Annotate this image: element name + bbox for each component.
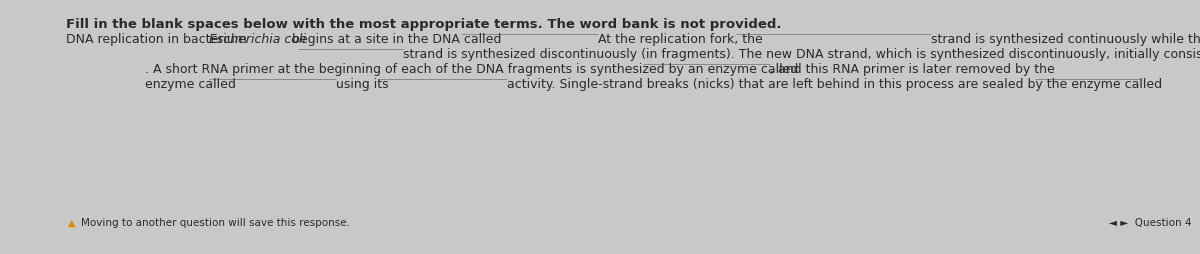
Text: activity. Single-strand breaks (nicks) that are left behind in this process are : activity. Single-strand breaks (nicks) t… bbox=[506, 78, 1162, 91]
Text: strand is synthesized continuously while the: strand is synthesized continuously while… bbox=[931, 33, 1200, 46]
Text: Escherichia coli: Escherichia coli bbox=[209, 33, 306, 46]
Text: enzyme called: enzyme called bbox=[145, 78, 236, 91]
Text: strand is synthesized discontinuously (in fragments). The new DNA strand, which : strand is synthesized discontinuously (i… bbox=[403, 48, 1200, 61]
Text: At the replication fork, the: At the replication fork, the bbox=[598, 33, 762, 46]
Text: Moving to another question will save this response.: Moving to another question will save thi… bbox=[80, 217, 349, 227]
Text: begins at a site in the DNA called: begins at a site in the DNA called bbox=[288, 33, 502, 46]
Text: . A short RNA primer at the beginning of each of the DNA fragments is synthesize: . A short RNA primer at the beginning of… bbox=[145, 63, 798, 76]
Text: Fill in the blank spaces below with the most appropriate terms. The word bank is: Fill in the blank spaces below with the … bbox=[66, 18, 781, 31]
Text: using its: using its bbox=[336, 78, 389, 91]
Text: ▲: ▲ bbox=[68, 217, 76, 227]
Text: ◄ ►  Question 4: ◄ ► Question 4 bbox=[1109, 217, 1192, 227]
Text: DNA replication in bacterium: DNA replication in bacterium bbox=[66, 33, 251, 46]
Text: hp: hp bbox=[590, 234, 610, 249]
Text: , and this RNA primer is later removed by the: , and this RNA primer is later removed b… bbox=[770, 63, 1055, 76]
